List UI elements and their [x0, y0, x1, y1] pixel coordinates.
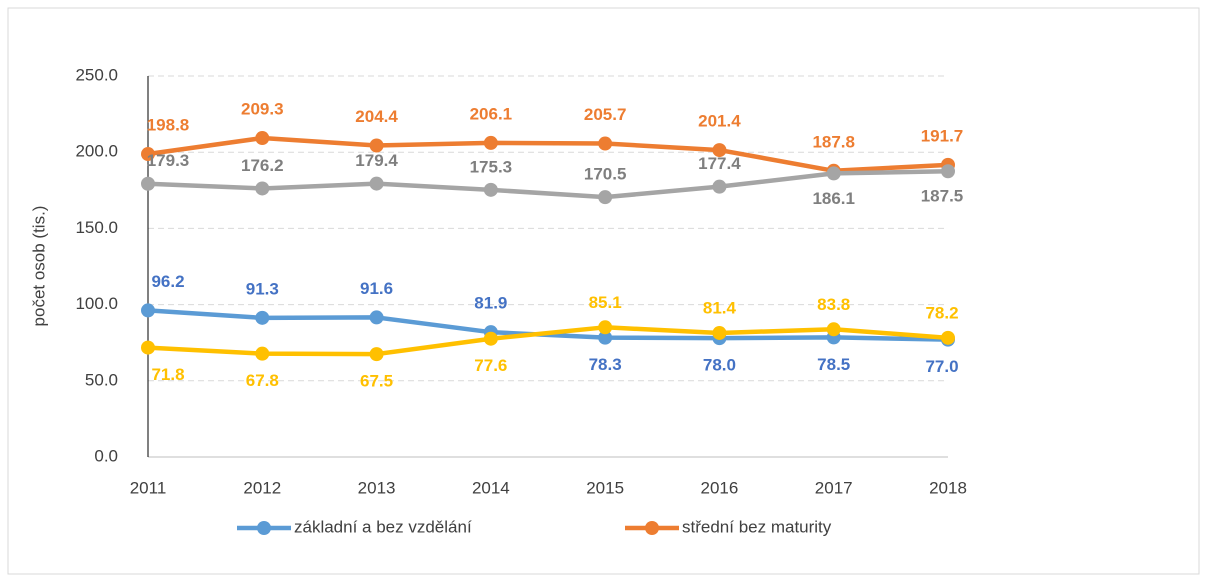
point — [712, 179, 727, 194]
data-label: 83.8 — [817, 295, 850, 314]
data-label: 71.8 — [151, 365, 184, 384]
point — [598, 190, 613, 205]
x-tick-label: 2015 — [586, 478, 624, 497]
point — [941, 164, 955, 179]
legend-marker — [645, 521, 659, 535]
data-label: 96.2 — [151, 272, 184, 291]
point — [483, 331, 498, 346]
point — [141, 303, 155, 318]
data-label: 198.8 — [147, 116, 190, 135]
legend-label: střední bez maturity — [682, 517, 832, 536]
data-label: 179.3 — [147, 151, 190, 170]
series-line — [147, 325, 949, 357]
point — [369, 310, 384, 325]
y-tick-label: 200.0 — [75, 142, 118, 161]
data-label: 187.8 — [812, 132, 855, 151]
data-label: 176.2 — [241, 156, 284, 175]
point — [598, 136, 613, 151]
data-label: 77.6 — [474, 356, 507, 375]
point — [141, 176, 155, 191]
data-label: 186.1 — [812, 189, 855, 208]
y-tick-label: 250.0 — [75, 65, 118, 84]
data-label: 91.3 — [246, 279, 279, 298]
point — [141, 147, 155, 162]
data-label: 201.4 — [698, 112, 741, 131]
series-line — [147, 135, 949, 174]
point — [712, 325, 727, 340]
point — [255, 131, 270, 146]
series-line — [147, 169, 949, 200]
data-label: 204.4 — [355, 107, 398, 126]
data-label: 179.4 — [355, 151, 398, 170]
legend-label: základní a bez vzdělání — [294, 517, 472, 536]
data-label: 67.8 — [246, 371, 279, 390]
point — [369, 347, 384, 362]
x-tick-label: 2018 — [929, 478, 967, 497]
data-label: 78.0 — [703, 356, 736, 375]
y-tick-label: 0.0 — [94, 446, 118, 465]
data-label: 78.5 — [817, 355, 850, 374]
data-label: 85.1 — [589, 293, 622, 312]
point — [369, 138, 384, 153]
point — [941, 330, 955, 345]
point — [255, 310, 270, 325]
legend-marker — [257, 521, 271, 535]
point — [255, 181, 270, 196]
data-label: 78.3 — [589, 355, 622, 374]
x-tick-label: 2012 — [243, 478, 281, 497]
data-label: 81.4 — [703, 298, 737, 317]
data-label: 170.5 — [584, 165, 627, 184]
data-label: 206.1 — [470, 104, 513, 123]
point — [712, 143, 727, 158]
y-tick-label: 50.0 — [85, 370, 118, 389]
data-label: 81.9 — [474, 294, 507, 313]
data-label: 67.5 — [360, 372, 393, 391]
data-label: 191.7 — [921, 126, 964, 145]
data-label: 187.5 — [921, 187, 964, 206]
x-tick-label: 2016 — [701, 478, 739, 497]
point — [826, 166, 841, 181]
y-tick-label: 150.0 — [75, 218, 118, 237]
point — [483, 135, 498, 150]
data-label: 77.0 — [925, 357, 958, 376]
data-label: 78.2 — [925, 303, 958, 322]
point — [255, 346, 270, 361]
y-axis-label: počet osob (tis.) — [29, 206, 48, 327]
data-label: 91.6 — [360, 279, 393, 298]
point — [598, 330, 613, 345]
data-label: 175.3 — [470, 157, 513, 176]
data-label: 205.7 — [584, 105, 627, 124]
x-tick-label: 2017 — [815, 478, 853, 497]
data-label: 177.4 — [698, 154, 741, 173]
x-tick-label: 2014 — [472, 478, 510, 497]
point — [483, 182, 498, 197]
y-tick-label: 100.0 — [75, 294, 118, 313]
x-tick-label: 2013 — [358, 478, 396, 497]
x-tick-label: 2011 — [130, 478, 167, 497]
point — [598, 320, 613, 335]
point — [826, 322, 841, 337]
chart-border — [7, 7, 1200, 575]
data-label: 209.3 — [241, 100, 284, 119]
point — [369, 176, 384, 191]
point — [141, 340, 155, 355]
